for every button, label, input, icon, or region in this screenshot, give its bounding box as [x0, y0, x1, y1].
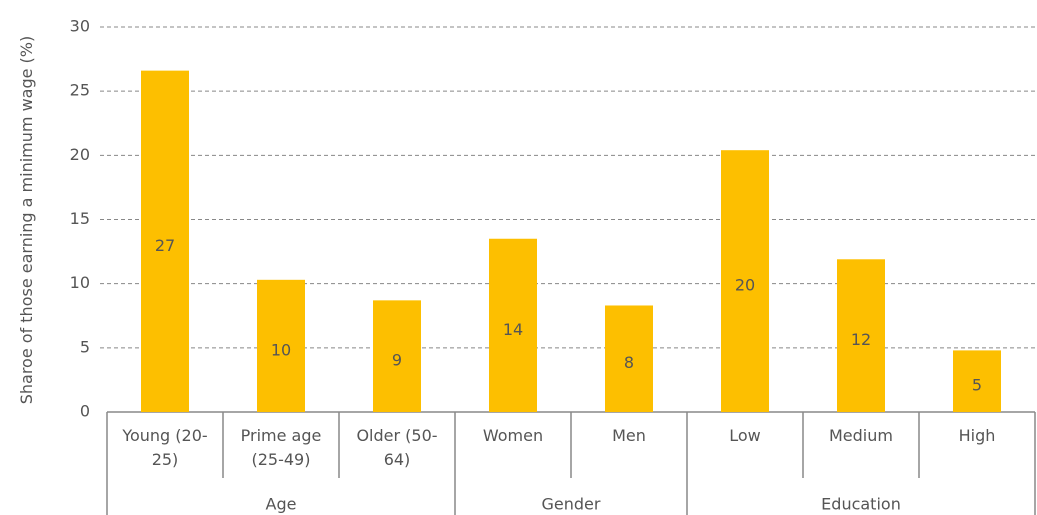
y-tick-label: 10	[70, 273, 90, 292]
x-tick-label: Older (50-64)	[356, 426, 438, 469]
x-tick-label: Women	[482, 426, 544, 445]
bar	[257, 279, 305, 412]
bar	[953, 350, 1001, 412]
y-tick-label: 5	[80, 337, 90, 356]
bar	[605, 305, 653, 412]
x-tick-label: Prime age (25-49)	[240, 426, 322, 469]
value-label: 27	[155, 236, 175, 255]
x-tick-label: Men	[612, 426, 646, 445]
y-tick-label: 30	[70, 17, 90, 36]
y-tick-label: 20	[70, 145, 90, 164]
y-tick-label: 25	[70, 81, 90, 100]
value-label: 20	[735, 276, 755, 295]
bar	[837, 259, 885, 412]
y-axis-label: Sharoe of those earning a minimum wage (…	[17, 35, 36, 405]
value-label: 12	[851, 330, 871, 349]
x-tick-label: Medium	[829, 426, 893, 445]
x-tick-label: Low	[729, 426, 761, 445]
value-label: 5	[972, 376, 982, 395]
value-label: 14	[503, 320, 523, 339]
bar	[721, 150, 769, 412]
value-label: 8	[624, 353, 634, 372]
group-label: Education	[821, 495, 901, 514]
y-tick-label: 15	[70, 209, 90, 228]
value-label: 9	[392, 351, 402, 370]
x-tick-label: High	[958, 426, 996, 445]
y-tick-label: 0	[80, 402, 90, 421]
bar	[373, 300, 421, 412]
bar	[489, 238, 537, 412]
value-label: 10	[271, 340, 291, 359]
group-label: Gender	[542, 495, 601, 514]
group-label: Age	[266, 495, 297, 514]
x-tick-label: Young (20-25)	[122, 426, 208, 469]
bar	[141, 70, 189, 412]
